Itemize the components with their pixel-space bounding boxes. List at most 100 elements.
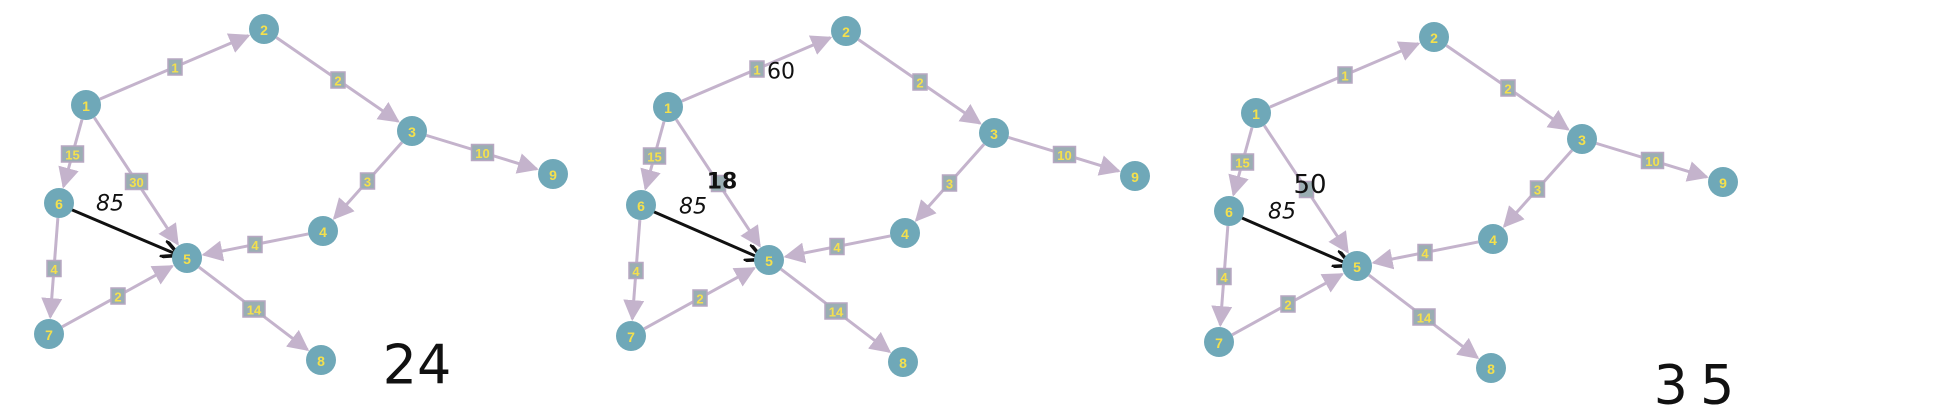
node-8: 8: [888, 347, 918, 377]
edge-4-5: 4: [1371, 240, 1479, 270]
edge-weight-box: [941, 174, 958, 192]
node-label: 8: [1487, 361, 1495, 377]
node-label: 7: [45, 327, 53, 343]
node-3: 3: [979, 118, 1009, 148]
node-circle: [1419, 22, 1449, 52]
node-7: 7: [1204, 327, 1234, 357]
nodes-layer: 1 2 3 4 5 6 7 8 9: [616, 16, 1150, 377]
node-label: 8: [899, 355, 907, 371]
node-circle: [890, 218, 920, 248]
node-8: 8: [306, 345, 336, 375]
edge-weight: 10: [1057, 148, 1071, 163]
edge-weight-box: [1500, 79, 1516, 97]
edge-weight-box: [242, 300, 266, 318]
edge-4-5: 4: [783, 234, 891, 264]
edge-weight: 2: [696, 292, 703, 307]
edge-weight: 30: [129, 175, 143, 190]
handwritten-arrow-6-to-5: [69, 207, 176, 254]
node-label: 1: [82, 98, 90, 114]
edge-weight: 2: [1504, 82, 1511, 97]
node-circle: [979, 118, 1009, 148]
node-label: 4: [901, 226, 909, 242]
node-circle: [653, 92, 683, 122]
edge-weight: 4: [1421, 246, 1429, 261]
edge-3-9: 10: [1595, 141, 1709, 182]
edge-3-9: 10: [1007, 135, 1121, 176]
node-7: 7: [616, 321, 646, 351]
edge-weight-box: [1640, 151, 1665, 170]
edge-weight-box: [1417, 243, 1433, 262]
edge-weight-box: [642, 147, 667, 165]
edge-1-2: 1: [1269, 41, 1421, 109]
edge-weight-box: [1529, 180, 1546, 198]
node-label: 5: [765, 253, 773, 269]
node-9: 9: [1708, 167, 1738, 197]
node-label: 9: [549, 167, 557, 183]
node-2: 2: [831, 16, 861, 46]
node-3: 3: [397, 116, 427, 146]
edge-weight: 4: [50, 262, 58, 277]
node-circle: [249, 14, 279, 44]
edge-weight: 4: [833, 240, 841, 255]
node-circle: [888, 347, 918, 377]
handwritten-result: 35: [1654, 354, 1747, 417]
edge-weight-box: [247, 235, 263, 254]
node-label: 3: [990, 126, 998, 142]
node-6: 6: [1214, 196, 1244, 226]
edge-weight-box: [824, 302, 848, 320]
edge-5-8: 14: [780, 267, 892, 353]
edge-weight: 1: [753, 63, 760, 78]
node-label: 4: [319, 224, 327, 240]
nodes-layer: 1 2 3 4 5 6 7 8 9: [34, 14, 568, 375]
node-circle: [616, 321, 646, 351]
edge-weight-box: [749, 60, 765, 78]
node-circle: [1214, 196, 1244, 226]
edge-2-3: 2: [275, 36, 400, 123]
handwritten-arrow-6-to-5: [1241, 216, 1348, 264]
node-circle: [172, 243, 202, 273]
handwritten-layer: 85 2 4: [69, 192, 451, 397]
edge-weight-box: [1230, 153, 1255, 171]
node-6: 6: [44, 188, 74, 218]
edge-weight-box: [330, 71, 346, 89]
edge-weight-box: [1052, 145, 1077, 164]
edge-weight: 15: [1235, 156, 1249, 171]
node-label: 6: [1225, 204, 1233, 220]
edge-weight-box: [46, 259, 62, 278]
edge-weight: 2: [114, 290, 121, 305]
handwritten-edge-label: 85: [679, 195, 707, 220]
node-circle: [397, 116, 427, 146]
node-1: 1: [71, 90, 101, 120]
edge-6-7: 4: [1211, 225, 1233, 328]
edge-weight: 14: [247, 303, 262, 318]
edge-weight-box: [470, 143, 495, 162]
node-label: 3: [408, 124, 416, 140]
node-2: 2: [249, 14, 279, 44]
edge-4-5: 4: [201, 232, 309, 262]
edge-weight: 15: [647, 150, 661, 165]
handwritten-edge-label: 85: [96, 192, 124, 217]
edge-weight: 4: [251, 238, 259, 253]
node-label: 1: [664, 100, 672, 116]
edge-weight-box: [710, 174, 727, 193]
node-circle: [1478, 224, 1508, 254]
edge-7-5: 2: [61, 264, 174, 329]
edge-weight-box: [829, 237, 845, 256]
edge-1-5: 30: [93, 116, 179, 246]
edge-weight-box: [167, 58, 183, 76]
node-circle: [1120, 161, 1150, 191]
edge-1-6: 15: [640, 121, 667, 191]
edge-1-5: [1263, 124, 1349, 254]
node-circle: [754, 245, 784, 275]
edge-weight: 14: [829, 305, 844, 320]
node-4: 4: [1478, 224, 1508, 254]
edge-2-3: 2: [857, 38, 982, 125]
edge-weight-box: [1298, 180, 1315, 199]
edge-weight: 2: [1284, 298, 1291, 313]
node-circle: [1708, 167, 1738, 197]
edge-3-4: 3: [914, 143, 986, 222]
node-circle: [1567, 124, 1597, 154]
